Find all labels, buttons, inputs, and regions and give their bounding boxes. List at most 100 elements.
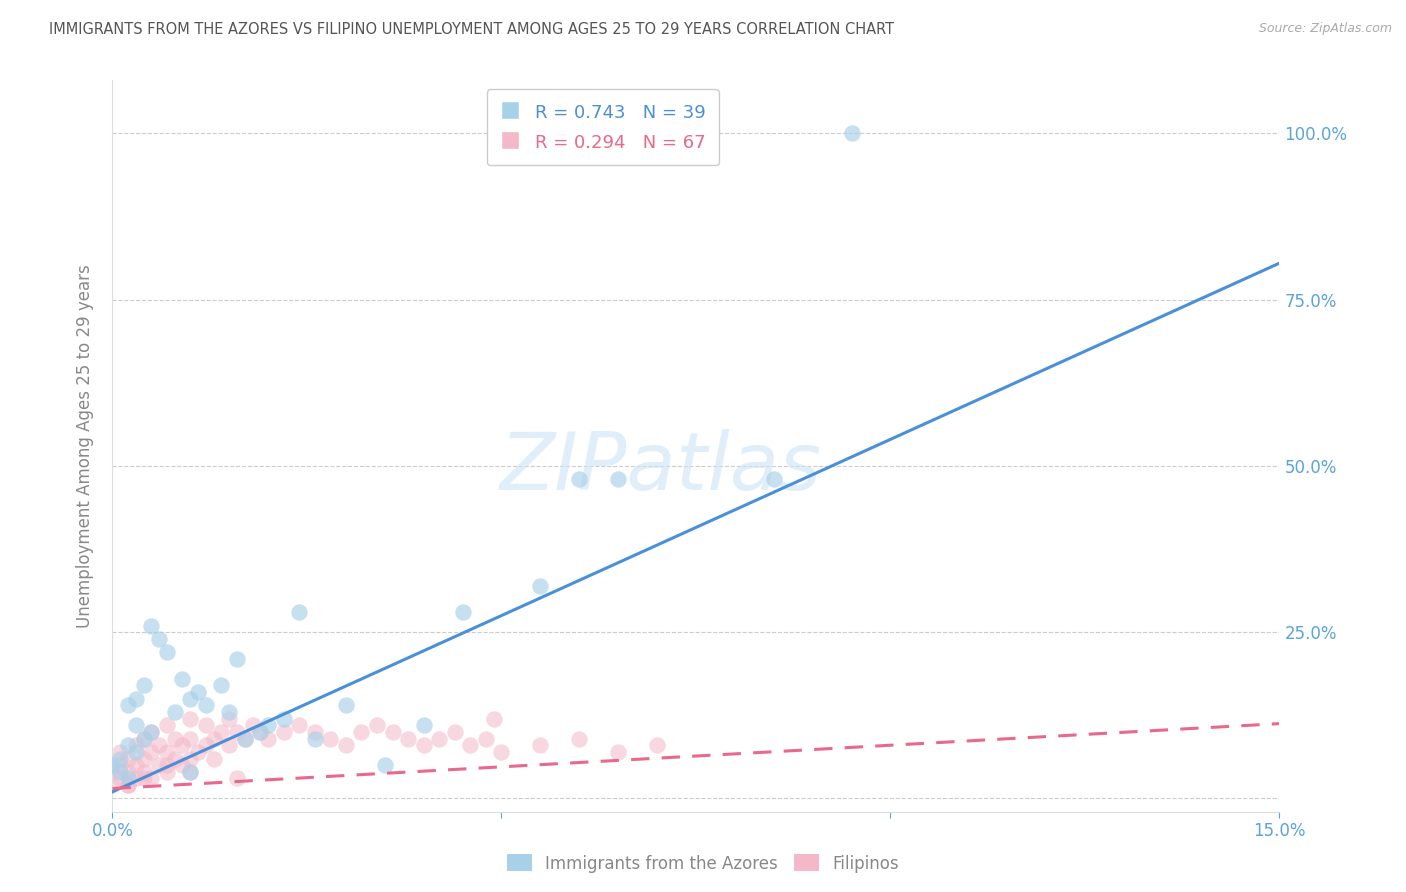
- Point: [350, 725, 373, 739]
- Point: [141, 772, 163, 786]
- Point: [101, 764, 124, 779]
- Point: [163, 731, 186, 746]
- Point: [125, 745, 148, 759]
- Point: [335, 738, 357, 752]
- Point: [366, 718, 388, 732]
- Text: Source: ZipAtlas.com: Source: ZipAtlas.com: [1258, 22, 1392, 36]
- Point: [194, 698, 217, 713]
- Legend: Immigrants from the Azores, Filipinos: Immigrants from the Azores, Filipinos: [501, 847, 905, 880]
- Point: [172, 672, 194, 686]
- Point: [110, 758, 132, 772]
- Point: [179, 764, 201, 779]
- Point: [529, 579, 551, 593]
- Point: [242, 718, 264, 732]
- Point: [396, 731, 419, 746]
- Point: [233, 731, 256, 746]
- Point: [226, 772, 249, 786]
- Point: [249, 725, 271, 739]
- Point: [607, 745, 630, 759]
- Point: [187, 745, 209, 759]
- Point: [117, 738, 139, 752]
- Point: [132, 772, 155, 786]
- Point: [117, 772, 139, 786]
- Point: [110, 764, 132, 779]
- Point: [117, 778, 139, 792]
- Point: [187, 685, 209, 699]
- Point: [156, 645, 179, 659]
- Point: [460, 738, 482, 752]
- Point: [491, 745, 513, 759]
- Text: ZIPatlas: ZIPatlas: [501, 429, 823, 507]
- Point: [288, 605, 311, 619]
- Point: [194, 718, 217, 732]
- Point: [148, 738, 170, 752]
- Point: [288, 718, 311, 732]
- Point: [218, 738, 240, 752]
- Point: [110, 751, 132, 765]
- Point: [110, 745, 132, 759]
- Point: [412, 718, 434, 732]
- Point: [163, 751, 186, 765]
- Point: [218, 712, 240, 726]
- Point: [841, 127, 863, 141]
- Point: [451, 605, 474, 619]
- Point: [374, 758, 396, 772]
- Point: [125, 772, 148, 786]
- Point: [226, 725, 249, 739]
- Point: [179, 712, 201, 726]
- Point: [172, 738, 194, 752]
- Point: [249, 725, 271, 739]
- Point: [117, 778, 139, 792]
- Point: [304, 731, 326, 746]
- Point: [762, 472, 785, 486]
- Point: [141, 745, 163, 759]
- Point: [568, 472, 591, 486]
- Point: [156, 718, 179, 732]
- Point: [257, 718, 280, 732]
- Point: [101, 778, 124, 792]
- Point: [156, 758, 179, 772]
- Point: [132, 731, 155, 746]
- Point: [125, 718, 148, 732]
- Point: [194, 738, 217, 752]
- Point: [148, 758, 170, 772]
- Point: [179, 764, 201, 779]
- Point: [125, 738, 148, 752]
- Legend: R = 0.743   N = 39, R = 0.294   N = 67: R = 0.743 N = 39, R = 0.294 N = 67: [486, 89, 718, 165]
- Text: IMMIGRANTS FROM THE AZORES VS FILIPINO UNEMPLOYMENT AMONG AGES 25 TO 29 YEARS CO: IMMIGRANTS FROM THE AZORES VS FILIPINO U…: [49, 22, 894, 37]
- Point: [101, 758, 124, 772]
- Point: [335, 698, 357, 713]
- Point: [427, 731, 450, 746]
- Point: [179, 731, 201, 746]
- Point: [148, 632, 170, 646]
- Point: [381, 725, 404, 739]
- Point: [117, 751, 139, 765]
- Point: [226, 652, 249, 666]
- Point: [156, 745, 179, 759]
- Point: [304, 725, 326, 739]
- Point: [482, 712, 505, 726]
- Point: [273, 725, 295, 739]
- Point: [141, 618, 163, 632]
- Point: [156, 764, 179, 779]
- Point: [319, 731, 342, 746]
- Point: [273, 712, 295, 726]
- Point: [568, 731, 591, 746]
- Point: [141, 725, 163, 739]
- Point: [443, 725, 465, 739]
- Point: [132, 751, 155, 765]
- Point: [529, 738, 551, 752]
- Point: [110, 772, 132, 786]
- Point: [218, 705, 240, 719]
- Point: [132, 678, 155, 692]
- Point: [163, 705, 186, 719]
- Point: [233, 731, 256, 746]
- Point: [141, 725, 163, 739]
- Point: [132, 731, 155, 746]
- Point: [209, 725, 232, 739]
- Point: [172, 758, 194, 772]
- Point: [202, 751, 225, 765]
- Point: [132, 764, 155, 779]
- Point: [117, 764, 139, 779]
- Point: [179, 751, 201, 765]
